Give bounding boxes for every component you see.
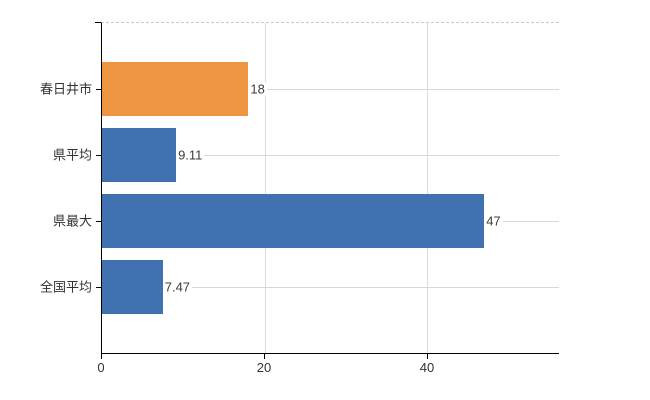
chart-rows: 春日井市 18 県平均 9.11 県最大 47 全国平均 7.47 [40,56,559,320]
value-label: 47 [484,213,503,229]
horizontal-gridline [102,89,559,90]
plot-area: 春日井市 18 県平均 9.11 県最大 47 全国平均 7.47 [40,22,559,354]
x-axis-tick-label: 40 [419,360,435,375]
category-label: 県平均 [52,147,92,163]
horizontal-gridline [102,155,559,156]
x-axis-tick-label: 0 [97,360,105,375]
chart-row: 県最大 47 [53,188,559,254]
value-label: 9.11 [176,147,205,163]
bar [102,194,485,248]
y-axis-tick [96,221,102,222]
value-label: 18 [248,81,267,97]
bar [102,128,177,182]
x-axis-tick-label: 20 [256,360,272,375]
x-axis-tick [101,354,102,359]
bar [102,260,163,314]
value-label: 7.47 [162,279,193,295]
x-axis: 0 20 40 [97,354,559,384]
vertical-gridline [264,23,266,353]
category-label: 県最大 [52,213,92,229]
vertical-gridline [427,23,429,353]
x-axis-tick [426,354,428,359]
x-axis-tick [263,354,265,359]
horizontal-gridline [102,287,559,288]
y-axis-tick [96,287,102,288]
bar [102,62,249,116]
y-axis-top-tick [95,22,101,23]
chart-row: 春日井市 18 [40,56,559,122]
category-label: 全国平均 [39,279,92,295]
chart-row: 全国平均 7.47 [40,254,559,320]
chart-row: 県平均 9.11 [53,122,559,188]
category-label: 春日井市 [39,81,92,97]
y-axis-tick [96,89,102,90]
y-axis-tick [96,155,102,156]
